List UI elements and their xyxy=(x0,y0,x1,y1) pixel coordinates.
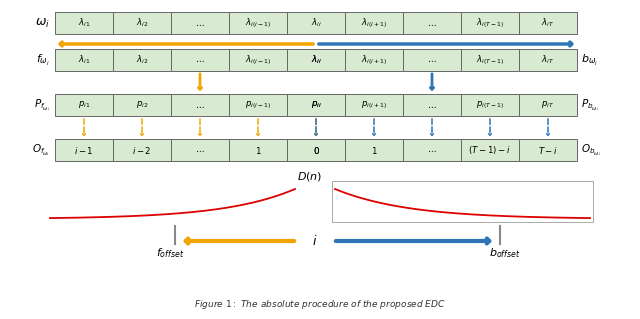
Text: $\cdots$: $\cdots$ xyxy=(195,145,205,154)
Text: $i-2$: $i-2$ xyxy=(132,145,152,155)
Text: $\lambda_{iT}$: $\lambda_{iT}$ xyxy=(541,17,555,29)
Text: $\lambda_{i2}$: $\lambda_{i2}$ xyxy=(136,54,148,66)
Text: $\cdots$: $\cdots$ xyxy=(195,100,205,109)
Text: $\lambda_{i1}$: $\lambda_{i1}$ xyxy=(78,54,90,66)
Text: $b_{offset}$: $b_{offset}$ xyxy=(490,246,521,260)
Text: $\lambda_{ii}$: $\lambda_{ii}$ xyxy=(310,54,321,66)
Text: $\cdots$: $\cdots$ xyxy=(195,19,205,27)
Bar xyxy=(403,49,461,71)
Bar xyxy=(287,94,345,116)
Text: $p_{ii}$: $p_{ii}$ xyxy=(310,100,321,110)
Bar xyxy=(345,94,403,116)
Bar xyxy=(229,94,287,116)
Bar xyxy=(113,139,171,161)
Bar xyxy=(461,49,519,71)
Bar xyxy=(229,139,287,161)
Text: $\lambda_{i(T-1)}$: $\lambda_{i(T-1)}$ xyxy=(476,16,504,30)
Bar xyxy=(229,49,287,71)
Text: $p_{ii}$: $p_{ii}$ xyxy=(310,100,321,110)
Bar xyxy=(287,49,345,71)
Bar xyxy=(461,139,519,161)
Text: $p_{i(i-1)}$: $p_{i(i-1)}$ xyxy=(245,99,271,111)
Text: $i$: $i$ xyxy=(312,234,317,248)
Text: $\lambda_{i2}$: $\lambda_{i2}$ xyxy=(136,17,148,29)
Text: $P_{b_{\omega_i}}$: $P_{b_{\omega_i}}$ xyxy=(581,97,599,113)
Bar xyxy=(519,139,577,161)
Text: $p_{i(T-1)}$: $p_{i(T-1)}$ xyxy=(476,99,504,111)
Text: $p_{i(i+1)}$: $p_{i(i+1)}$ xyxy=(361,99,387,111)
Text: $\lambda_{i(i+1)}$: $\lambda_{i(i+1)}$ xyxy=(361,53,387,67)
Bar xyxy=(55,139,113,161)
Bar xyxy=(229,12,287,34)
Text: $\cdots$: $\cdots$ xyxy=(427,19,437,27)
Text: $\lambda_{i(i-1)}$: $\lambda_{i(i-1)}$ xyxy=(245,16,271,30)
Text: $0$: $0$ xyxy=(312,145,319,155)
Text: $O_{f_{\omega_i}}$: $O_{f_{\omega_i}}$ xyxy=(32,142,50,158)
Bar xyxy=(403,139,461,161)
Text: $p_{iT}$: $p_{iT}$ xyxy=(541,100,555,110)
Text: $b_{\omega_i}$: $b_{\omega_i}$ xyxy=(581,52,598,68)
Bar xyxy=(461,12,519,34)
Bar xyxy=(55,49,113,71)
Bar xyxy=(287,139,345,161)
Bar xyxy=(171,12,229,34)
Bar xyxy=(171,94,229,116)
Text: $\lambda_{ii}$: $\lambda_{ii}$ xyxy=(310,54,321,66)
Bar xyxy=(113,12,171,34)
Bar xyxy=(113,94,171,116)
Bar xyxy=(287,49,345,71)
Text: $\it{Figure\ 1:\ The\ absolute\ procedure\ of\ the\ proposed\ EDC}$: $\it{Figure\ 1:\ The\ absolute\ procedur… xyxy=(194,298,446,311)
Bar xyxy=(113,49,171,71)
Text: $i-1$: $i-1$ xyxy=(74,145,94,155)
Bar xyxy=(287,12,345,34)
Text: $\cdots$: $\cdots$ xyxy=(427,56,437,64)
Bar xyxy=(55,12,113,34)
Text: $p_{i2}$: $p_{i2}$ xyxy=(136,100,148,110)
Text: $\cdots$: $\cdots$ xyxy=(427,100,437,109)
Text: $1$: $1$ xyxy=(371,145,378,155)
Bar xyxy=(345,12,403,34)
Text: $0$: $0$ xyxy=(312,145,319,155)
Bar xyxy=(287,94,345,116)
Bar xyxy=(519,94,577,116)
Text: $\lambda_{i(i+1)}$: $\lambda_{i(i+1)}$ xyxy=(361,16,387,30)
Bar xyxy=(55,94,113,116)
Bar xyxy=(171,49,229,71)
Text: $\cdots$: $\cdots$ xyxy=(195,56,205,64)
Text: $D(n)$: $D(n)$ xyxy=(298,170,323,183)
Text: $f_{offset}$: $f_{offset}$ xyxy=(156,246,184,260)
Text: $\lambda_{ii}$: $\lambda_{ii}$ xyxy=(310,17,321,29)
Text: $\lambda_{i(i-1)}$: $\lambda_{i(i-1)}$ xyxy=(245,53,271,67)
Text: $\lambda_{iT}$: $\lambda_{iT}$ xyxy=(541,54,555,66)
Text: $P_{f_{\omega_i}}$: $P_{f_{\omega_i}}$ xyxy=(34,97,50,113)
Bar xyxy=(171,139,229,161)
Bar xyxy=(519,12,577,34)
Text: $f_{\omega_i}$: $f_{\omega_i}$ xyxy=(36,52,50,68)
Text: $T-i$: $T-i$ xyxy=(538,145,558,155)
Text: $O_{b_{\omega_i}}$: $O_{b_{\omega_i}}$ xyxy=(581,142,601,158)
Bar xyxy=(287,139,345,161)
Bar xyxy=(403,12,461,34)
Bar xyxy=(519,49,577,71)
Bar xyxy=(345,49,403,71)
Text: $p_{i1}$: $p_{i1}$ xyxy=(78,100,90,110)
Text: $\cdots$: $\cdots$ xyxy=(427,145,437,154)
Text: $1$: $1$ xyxy=(255,145,261,155)
Bar xyxy=(403,94,461,116)
Text: $\omega_i$: $\omega_i$ xyxy=(35,17,50,30)
Text: $\lambda_{i(T-1)}$: $\lambda_{i(T-1)}$ xyxy=(476,53,504,67)
Text: $(T-1)-i$: $(T-1)-i$ xyxy=(468,144,511,156)
Bar xyxy=(332,181,593,222)
Bar xyxy=(345,139,403,161)
Text: $\lambda_{i1}$: $\lambda_{i1}$ xyxy=(78,17,90,29)
Bar xyxy=(461,94,519,116)
